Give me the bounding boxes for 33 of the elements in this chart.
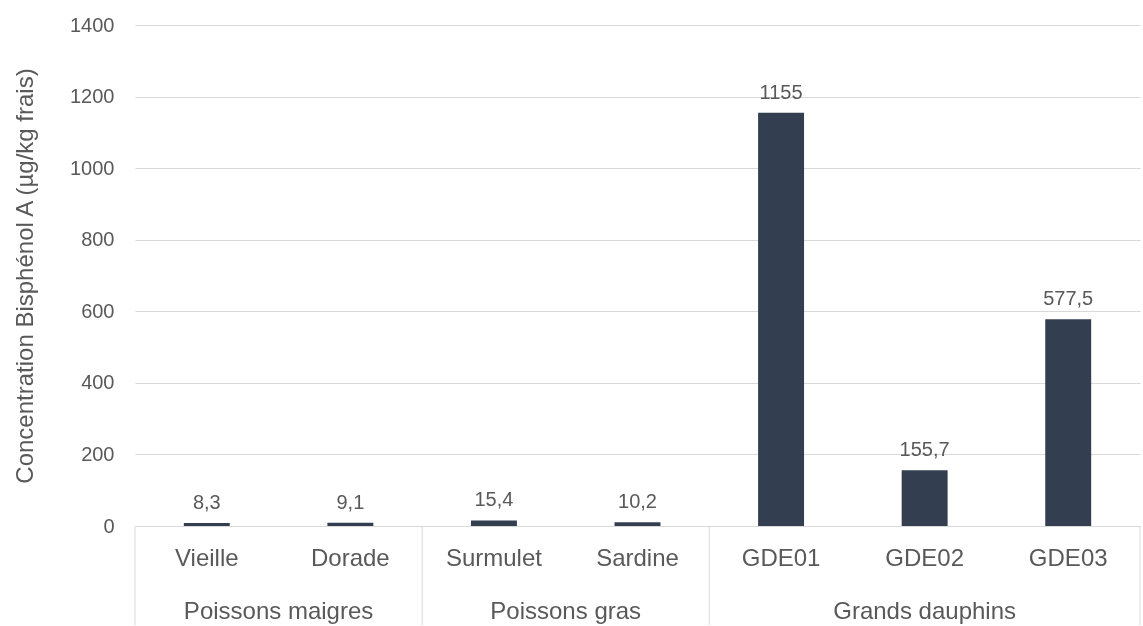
data-label: 8,3 bbox=[192, 491, 221, 514]
y-tick-label: 1000 bbox=[70, 156, 115, 179]
x-tick-label: GDE02 bbox=[885, 543, 964, 571]
x-tick-label: Surmulet bbox=[445, 543, 543, 571]
data-label: 155,7 bbox=[899, 438, 950, 461]
text: Poissons maigres bbox=[183, 597, 374, 624]
bar bbox=[614, 522, 661, 526]
y-tick-label: 1200 bbox=[70, 85, 115, 108]
y-tick-label: 0 bbox=[103, 514, 115, 537]
x-tick-label: GDE01 bbox=[741, 543, 821, 571]
x-tick-label: Dorade bbox=[311, 543, 390, 571]
text: Grands dauphins bbox=[833, 597, 1017, 624]
y-tick-label: 400 bbox=[81, 371, 115, 394]
x-tick-label: GDE03 bbox=[1028, 543, 1108, 571]
data-label: 10,2 bbox=[618, 490, 657, 513]
y-tick-label: 600 bbox=[81, 299, 115, 322]
y-axis-title: Concentration Bisphénol A (µg/kg frais) bbox=[10, 68, 38, 484]
bar bbox=[901, 470, 948, 526]
bar bbox=[758, 112, 805, 526]
data-label: 1155 bbox=[759, 80, 803, 103]
bar bbox=[327, 522, 374, 526]
y-tick-label: 1400 bbox=[70, 13, 115, 36]
bar bbox=[1045, 319, 1092, 526]
bar bbox=[470, 520, 517, 526]
data-label: 15,4 bbox=[474, 488, 514, 511]
x-tick-label: Vieille bbox=[174, 543, 239, 571]
data-label: 577,5 bbox=[1043, 287, 1094, 310]
bar bbox=[183, 523, 230, 526]
data-label: 9,1 bbox=[336, 490, 365, 513]
y-tick-label: 200 bbox=[81, 442, 115, 465]
text: Poissons gras bbox=[490, 597, 642, 624]
y-tick-label: 800 bbox=[81, 228, 115, 251]
x-tick-label: Sardine bbox=[596, 543, 679, 571]
